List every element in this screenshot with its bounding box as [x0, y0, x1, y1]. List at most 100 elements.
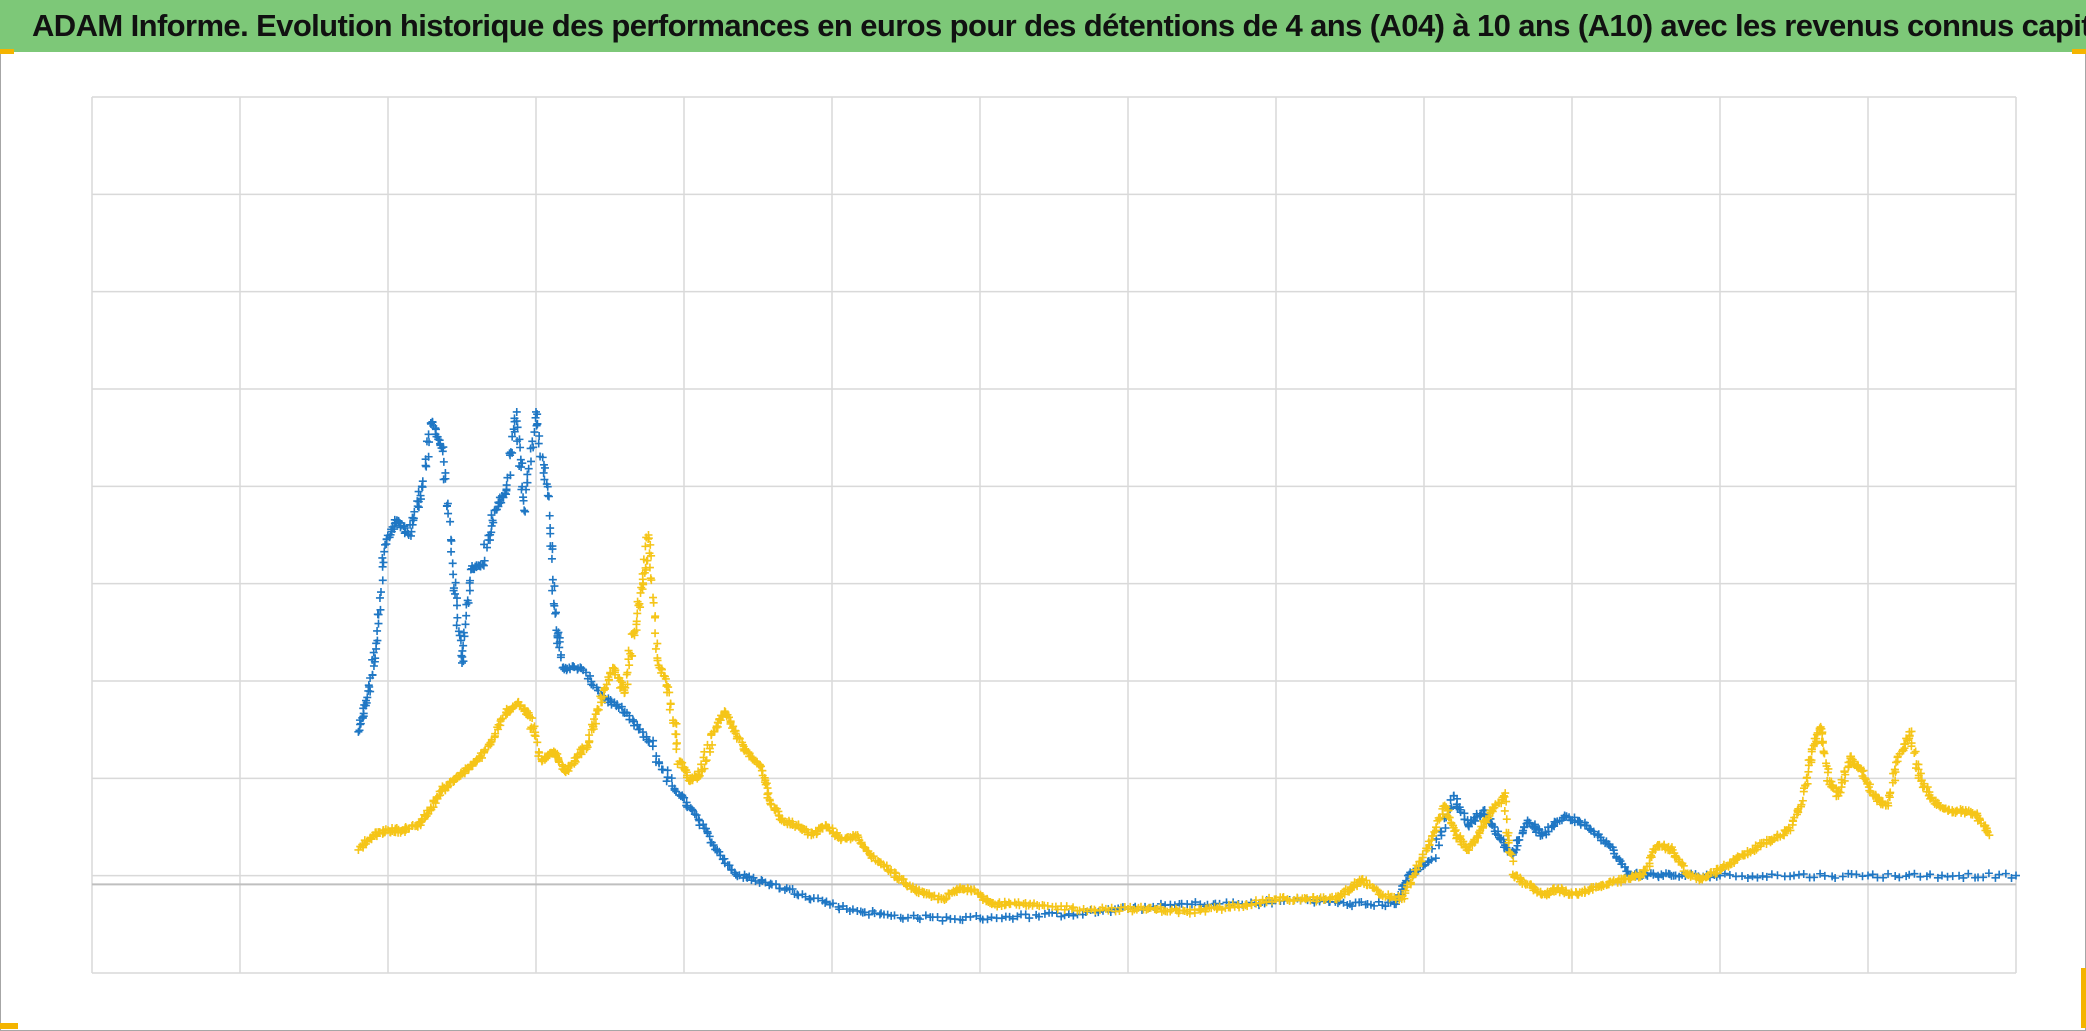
- series-2-point: [1502, 797, 1511, 806]
- series-1-point: [517, 463, 526, 472]
- series-1-point: [1773, 871, 1782, 880]
- series-2-point: [724, 713, 733, 722]
- series-2-point: [1401, 886, 1410, 895]
- series-2-point: [664, 683, 673, 692]
- series-1-point: [354, 727, 363, 736]
- series-1-point: [828, 899, 837, 908]
- series-1-point: [1790, 871, 1798, 880]
- series-1-point: [663, 766, 672, 775]
- series-1-point: [417, 482, 426, 491]
- series-1-point: [2012, 871, 2020, 880]
- series-1-point: [533, 410, 542, 419]
- series-1-point: [438, 447, 447, 456]
- series-2-point: [620, 689, 629, 698]
- series-1-point: [441, 474, 450, 483]
- series-1-point: [557, 650, 566, 659]
- series-1-point: [373, 626, 382, 635]
- series-2-point: [672, 739, 681, 748]
- series-2-point: [854, 833, 863, 842]
- series-1-point: [516, 455, 525, 464]
- series-2-point: [1501, 789, 1510, 798]
- series-2-point: [478, 753, 487, 762]
- series-1-point: [485, 536, 494, 545]
- series-1-point: [848, 905, 857, 914]
- series-2-point: [1098, 903, 1107, 912]
- corner-marker-bottom-left: [0, 1023, 18, 1029]
- series-2-point: [930, 891, 939, 900]
- series-2-point: [1910, 749, 1919, 758]
- series-2-point: [1789, 817, 1798, 826]
- series-2-point: [1892, 758, 1901, 767]
- series-1-point: [652, 752, 661, 761]
- series-1-point: [903, 913, 912, 922]
- series-1-point: [938, 916, 947, 925]
- series-1-point: [1964, 869, 1973, 878]
- series-1-point: [497, 498, 506, 507]
- series-1-point: [680, 793, 689, 802]
- series-2-point: [744, 748, 753, 756]
- series-2-point: [891, 869, 900, 878]
- series-1-point: [1831, 874, 1840, 883]
- series-1-point: [551, 608, 560, 617]
- series-1-point: [1551, 818, 1560, 827]
- series-1-point: [422, 462, 431, 471]
- series-1-point: [1738, 872, 1747, 881]
- series-1-point: [972, 911, 981, 920]
- series-1-point: [518, 459, 527, 468]
- series-2-point: [708, 740, 717, 749]
- series-2-point: [1916, 769, 1925, 778]
- series-1-point: [1040, 909, 1049, 918]
- series-1-point: [364, 681, 373, 690]
- series-2-point: [480, 747, 489, 756]
- series-1-point: [1069, 911, 1078, 920]
- series-1-point: [442, 501, 451, 510]
- series-1-point: [1895, 873, 1904, 882]
- series-1-point: [883, 910, 892, 919]
- series-1-point: [1955, 871, 1964, 880]
- series-1-point: [1427, 855, 1436, 864]
- series-1-point: [424, 452, 433, 461]
- series-1-point: [633, 720, 642, 729]
- series-1-point: [1879, 873, 1888, 882]
- series-2-point: [529, 724, 538, 733]
- series-1-point: [451, 589, 460, 598]
- series-2-point: [533, 738, 542, 747]
- series-2-point: [649, 598, 658, 607]
- series-1-point: [662, 777, 671, 786]
- series-2-point: [1444, 813, 1453, 822]
- series-1-point: [709, 841, 718, 850]
- series-1-point: [479, 561, 488, 570]
- series-1-point: [1441, 823, 1450, 832]
- series-2-point: [1641, 866, 1650, 875]
- series-1-point: [487, 511, 496, 520]
- series-1-point: [997, 914, 1006, 923]
- series-2-point: [1506, 849, 1515, 858]
- series-1-point: [821, 898, 830, 907]
- series-2-point: [632, 617, 641, 626]
- series-1-point: [425, 438, 434, 447]
- series-1-point: [356, 719, 365, 728]
- series-2-point: [1126, 902, 1135, 911]
- series-1-point: [775, 884, 784, 893]
- series-2-point: [1067, 904, 1076, 913]
- series-1-point: [439, 457, 448, 466]
- series-2-point: [594, 705, 603, 714]
- corner-marker-right: [2081, 968, 2086, 1028]
- series-2-point: [1860, 774, 1869, 783]
- series-2-point: [645, 563, 654, 572]
- series-2-point: [1886, 789, 1895, 798]
- series-2-point: [1015, 901, 1024, 910]
- series-1-point: [788, 884, 797, 893]
- series-2-point: [1247, 900, 1256, 909]
- series-2-point: [1844, 758, 1853, 767]
- series-1-point: [682, 801, 691, 810]
- series-1-point: [663, 773, 672, 782]
- series-2-point: [671, 718, 680, 727]
- series-2-point: [1822, 762, 1831, 771]
- series-2-point: [625, 661, 634, 670]
- series-2-point: [591, 719, 600, 728]
- series-1-point: [1348, 902, 1356, 911]
- series-1-point: [695, 821, 704, 830]
- series-2-point: [1190, 908, 1199, 917]
- series-2-point: [1884, 801, 1893, 810]
